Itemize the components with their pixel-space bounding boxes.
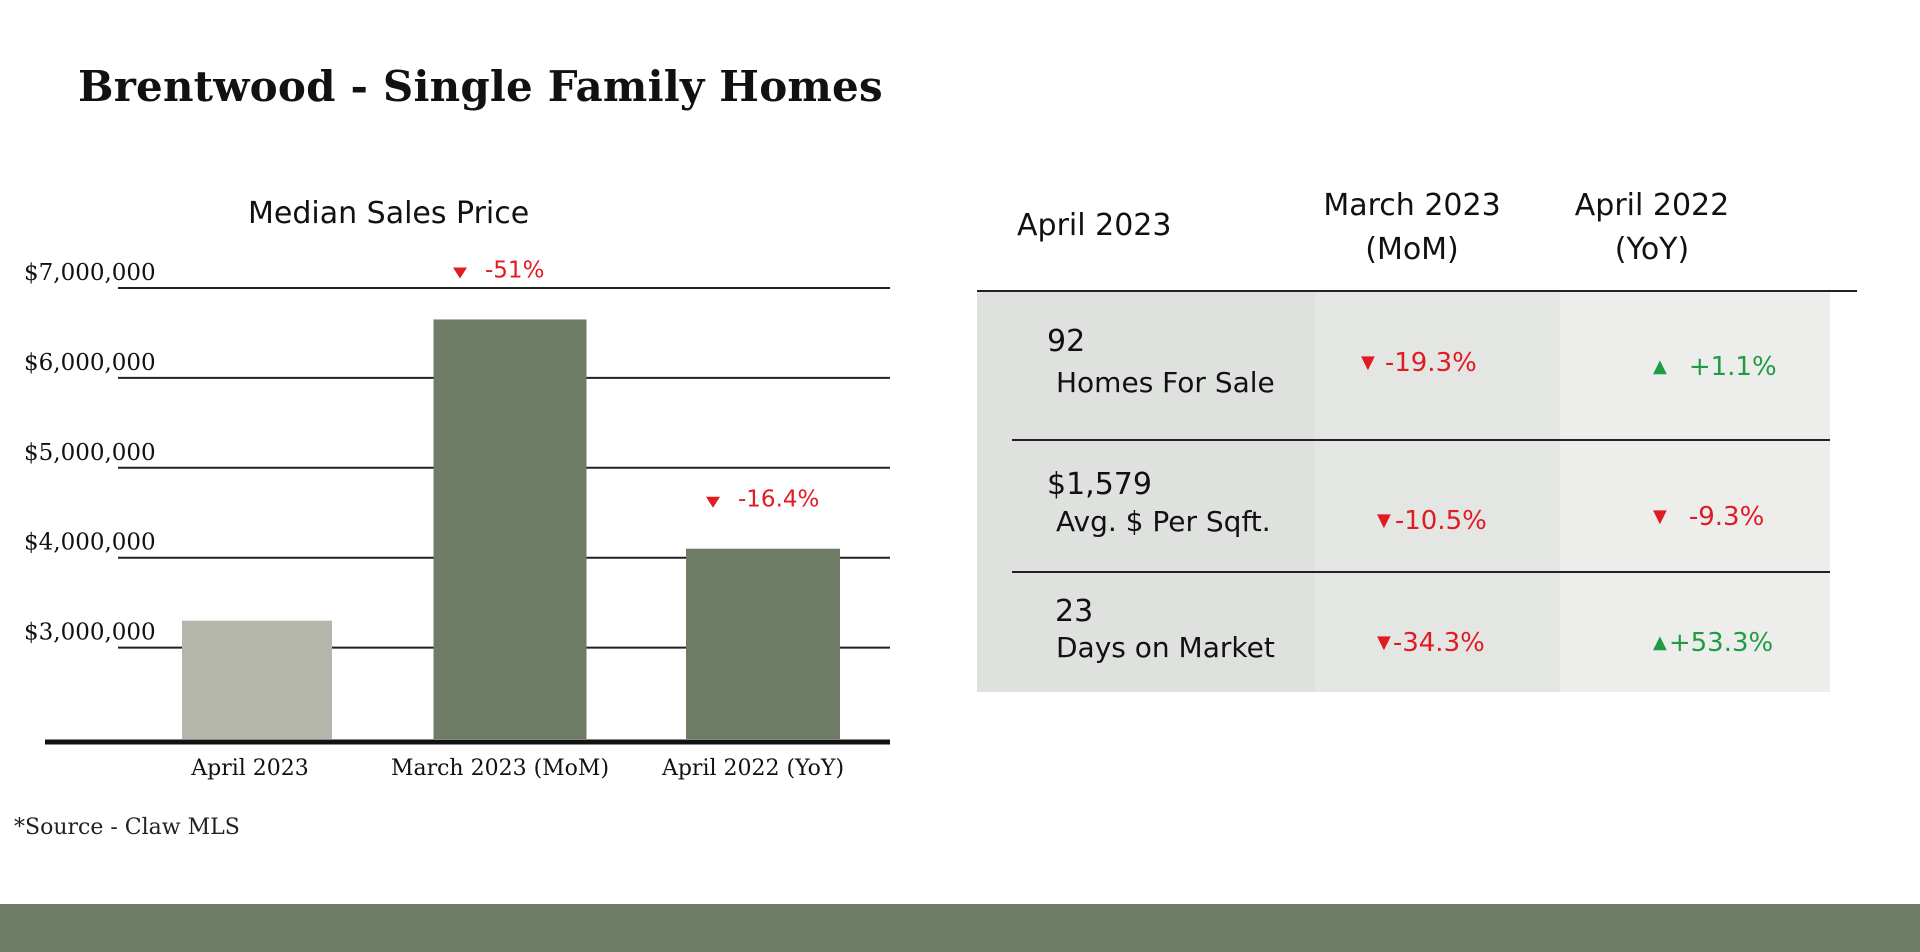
change-value: +1.1% [1688,352,1777,382]
column-header-label: April 2023 [1017,208,1172,243]
x-tick-label: April 2022 (YoY) [661,756,844,781]
bar-annotations: -51% -16.4% [453,257,819,513]
change-value: +53.3% [1668,628,1774,658]
x-tick-label: March 2023 (MoM) [391,756,609,781]
bar-march-2023-mom [433,319,587,739]
bar-april-2023 [182,620,332,739]
x-axis-labels: April 2023 March 2023 (MoM) April 2022 (Yo… [190,756,844,781]
y-axis-ticks: $3,000,000 $4,000,000 $5,000,000 $6,000,000… [24,260,156,646]
y-tick-label: $6,000,000 [24,350,156,376]
column-header-label: March 2023 [1323,188,1501,223]
metric-value-days-on-market: 23 [1055,594,1094,629]
down-arrow-icon [706,496,720,508]
avg-price-per-sqft-yoy-change: ▼ -9.3% [1653,502,1764,532]
comparison-table: April 2023 March 2023 (MoM) April 2022 (… [977,180,1857,692]
column-header-yoy: April 2022 (YoY) [1532,184,1772,271]
column-background-yoy [1560,292,1830,692]
down-arrow-icon: ▼ [1377,510,1391,531]
column-background-mom [1315,292,1560,692]
row-divider [1012,439,1830,441]
y-tick-label: $7,000,000 [24,260,156,286]
footer-bar [0,904,1920,952]
column-header-april-2023: April 2023 [1017,204,1237,248]
metric-label-avg-price-per-sqft: Avg. $ Per Sqft. [1056,505,1271,538]
bar-change-annotation: -51% [453,257,544,283]
change-value: -10.5% [1394,506,1487,536]
table-header: April 2023 March 2023 (MoM) April 2022 (… [977,180,1857,292]
down-arrow-icon [453,267,467,279]
change-value: -34.3% [1392,628,1485,658]
bar-change-annotation: -16.4% [706,487,819,513]
bar-april-2022-yoy [686,548,840,739]
chart-title: Median Sales Price [248,196,530,231]
homes-for-sale-mom-change: ▼ -19.3% [1361,348,1477,378]
y-tick-label: $5,000,000 [24,440,156,466]
column-background-current [977,292,1315,692]
avg-price-per-sqft-mom-change: ▼ -10.5% [1377,506,1487,536]
column-header-label: April 2022 [1574,188,1730,223]
grid-lines [45,287,890,745]
source-note: *Source - Claw MLS [14,815,240,840]
column-header-sublabel: (MoM) [1365,231,1459,267]
metric-label-homes-for-sale: Homes For Sale [1056,366,1275,399]
change-label: -51% [485,257,544,283]
row-divider [1012,571,1830,573]
x-tick-label: April 2023 [190,756,309,781]
metric-value-homes-for-sale: 92 [1047,324,1086,359]
days-on-market-yoy-change: ▲+53.3% [1653,628,1773,658]
table-body: 92 Homes For Sale ▼ -19.3% ▲ +1.1% $1,579 … [977,292,1857,692]
y-tick-label: $3,000,000 [24,620,156,646]
page-title: Brentwood - Single Family Homes [78,62,883,111]
bars [182,319,840,739]
up-arrow-icon: ▲ [1653,632,1667,653]
down-arrow-icon: ▼ [1653,506,1667,527]
column-header-mom: March 2023 (MoM) [1292,184,1532,271]
y-tick-label: $4,000,000 [24,530,156,556]
change-value: -9.3% [1688,502,1765,532]
down-arrow-icon: ▼ [1377,632,1391,653]
up-arrow-icon: ▲ [1653,356,1667,377]
homes-for-sale-yoy-change: ▲ +1.1% [1653,352,1777,382]
column-header-sublabel: (YoY) [1614,231,1690,267]
change-label: -16.4% [738,487,819,513]
down-arrow-icon: ▼ [1361,352,1375,373]
metric-value-avg-price-per-sqft: $1,579 [1047,467,1152,502]
change-value: -19.3% [1384,348,1477,378]
days-on-market-mom-change: ▼-34.3% [1377,628,1485,658]
metric-label-days-on-market: Days on Market [1056,631,1275,664]
